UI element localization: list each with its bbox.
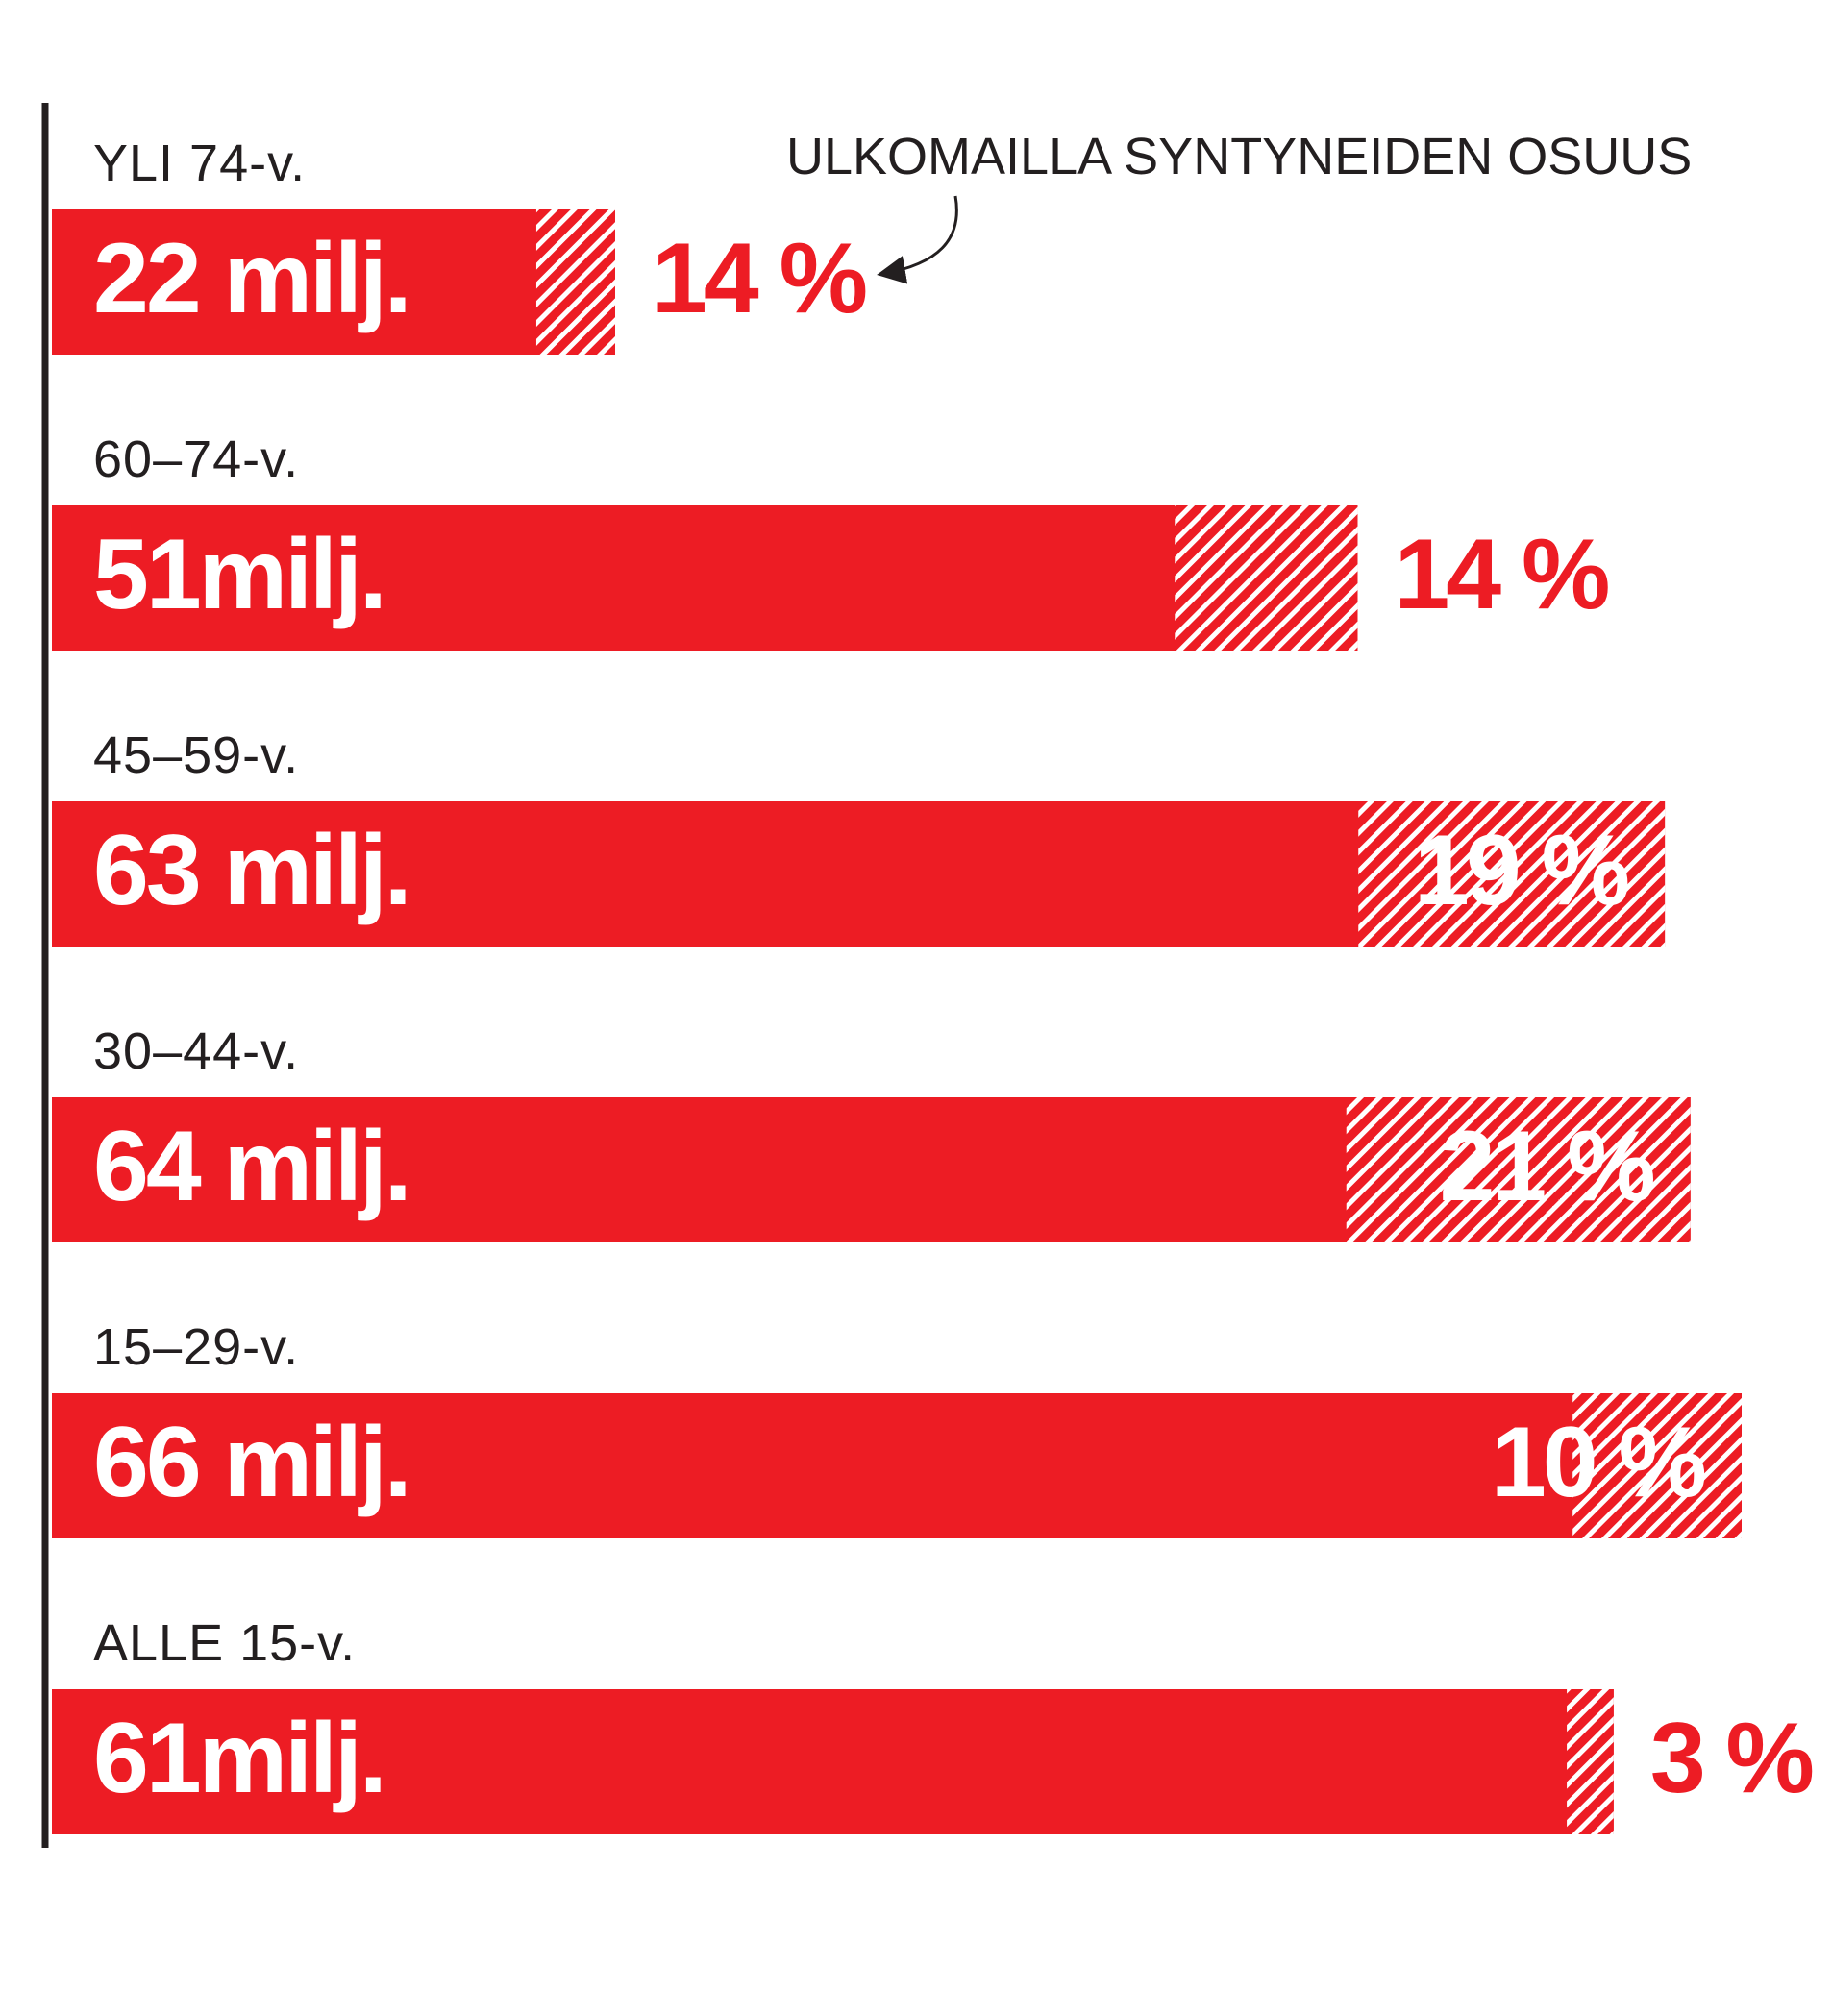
share-segment (1346, 1097, 1691, 1242)
bar (52, 1393, 1742, 1538)
annotation-arrow (877, 195, 958, 284)
share-segment (1175, 505, 1358, 651)
category-label: 15–29-v. (93, 1318, 299, 1376)
bar (52, 209, 615, 355)
bar (52, 505, 1358, 651)
category-label: ALLE 15-v. (93, 1614, 356, 1672)
category-label: 60–74-v. (93, 430, 299, 488)
annotation: ULKOMAILLA SYNTYNEIDEN OSUUS (786, 128, 1692, 185)
share-segment (1358, 801, 1666, 947)
category-label: YLI 74-v. (93, 135, 306, 192)
share-segment (535, 209, 615, 355)
value-label: 22 milj. (93, 223, 409, 334)
share-label: 14 % (1394, 519, 1608, 630)
share-segment (1572, 1393, 1742, 1538)
share-label: 3 % (1650, 1703, 1813, 1814)
share-label: 10 % (1491, 1407, 1705, 1518)
category-label: 45–59-v. (93, 726, 299, 784)
category-label: 30–44-v. (93, 1022, 299, 1080)
value-label: 64 milj. (93, 1111, 409, 1222)
share-label: 21 % (1440, 1111, 1654, 1222)
share-segment (1567, 1689, 1614, 1834)
bar (52, 1689, 1614, 1834)
share-label: 19 % (1414, 815, 1628, 926)
value-label: 51milj. (93, 519, 384, 630)
share-label: 14 % (652, 223, 866, 334)
value-label: 66 milj. (93, 1407, 409, 1518)
value-label: 63 milj. (93, 815, 409, 926)
value-label: 61milj. (93, 1703, 384, 1814)
